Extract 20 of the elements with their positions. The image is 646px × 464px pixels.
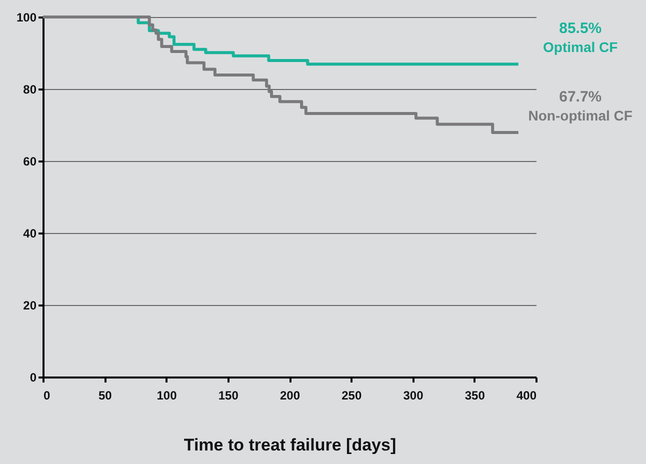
x-tick-label: 350 [464,388,486,402]
y-tick-label: 20 [23,298,37,312]
y-tick-label: 0 [30,370,37,384]
series-label: Optimal CF [543,39,618,56]
y-tick-label: 100 [16,10,37,24]
x-tick-label: 100 [156,388,178,402]
series-label: Non-optimal CF [528,108,633,124]
x-tick-label: 50 [98,388,112,402]
text: 67.7% [559,88,602,106]
y-tick-label: 80 [23,82,37,96]
x-tick-label: 150 [218,388,239,402]
y-tick-label: 60 [23,154,37,168]
y-tick-label: 40 [23,226,37,240]
x-tick-label: 250 [342,388,362,402]
x-axis-title: Time to treat failure [days] [184,436,396,454]
text: 85.5% [559,20,602,38]
x-tick-label: 400 [516,388,537,402]
x-tick-label: 0 [44,388,50,402]
x-tick-label: 200 [280,388,300,402]
x-tick-label: 300 [403,388,424,402]
